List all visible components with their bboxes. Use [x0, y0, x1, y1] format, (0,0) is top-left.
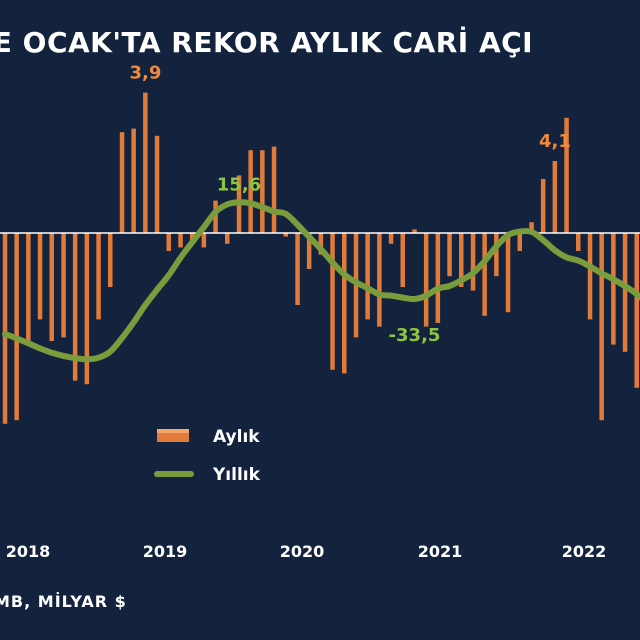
bar [248, 150, 253, 233]
bar [49, 233, 54, 341]
x-tick-label: 2019 [143, 542, 188, 561]
chart-title: YE OCAK'TA REKOR AYLIK CARİ AÇI [0, 26, 534, 59]
bar [154, 135, 160, 233]
bar [271, 146, 277, 233]
bar [213, 200, 218, 233]
x-tick-label: 2022 [562, 542, 607, 561]
bar [552, 161, 558, 233]
bar [283, 233, 288, 237]
bar [131, 128, 136, 233]
bar [470, 233, 476, 291]
bar [108, 233, 113, 287]
bar [225, 233, 230, 244]
x-tick-label: 2018 [6, 542, 51, 561]
bar [119, 132, 125, 233]
legend: Aylık Yıllık [154, 427, 261, 485]
legend-label-aylik: Aylık [213, 427, 260, 447]
bar [400, 233, 405, 287]
bar [14, 233, 19, 421]
bar [96, 233, 101, 320]
bar [540, 179, 546, 233]
bar [260, 150, 265, 233]
bar [494, 233, 499, 277]
bar [72, 233, 78, 381]
line-series-yillik [2, 199, 640, 363]
bar [622, 233, 628, 352]
bar [482, 233, 487, 316]
bar [377, 233, 382, 327]
bar [201, 233, 207, 248]
bar [435, 233, 441, 323]
bar-value-label: 4,1 [539, 131, 571, 152]
bar [505, 233, 511, 313]
bar [178, 233, 183, 248]
bar [342, 233, 347, 374]
bar [365, 233, 370, 320]
bar-series-aylik [2, 92, 639, 424]
x-tick-label: 2020 [280, 542, 325, 561]
bar [529, 222, 534, 233]
bar [576, 233, 581, 251]
legend-swatch-bar-highlight [157, 429, 189, 433]
bar [447, 233, 452, 277]
bar [318, 233, 324, 255]
bar [388, 233, 394, 244]
legend-label-yillik: Yıllık [212, 465, 261, 485]
bar-value-label: 3,9 [129, 63, 161, 84]
bar [166, 233, 171, 251]
bar [295, 233, 300, 305]
bar [587, 233, 593, 320]
line-value-label: 15,6 [217, 174, 261, 195]
x-tick-label: 2021 [418, 542, 463, 561]
bar [26, 233, 31, 341]
bar [84, 233, 90, 385]
bar [306, 233, 312, 269]
bar [330, 233, 335, 370]
bar [599, 233, 604, 421]
source-note: MB, MİLYAR $ [0, 592, 127, 611]
bar [611, 233, 616, 345]
bar [459, 233, 464, 287]
bar [143, 92, 148, 233]
bar [412, 229, 417, 233]
bar [61, 233, 66, 338]
line-value-label: -33,5 [389, 325, 441, 346]
bar [634, 233, 639, 388]
bar [564, 117, 569, 233]
bar [423, 233, 429, 327]
bar [37, 233, 43, 320]
bar [2, 233, 8, 424]
bar [517, 233, 522, 251]
